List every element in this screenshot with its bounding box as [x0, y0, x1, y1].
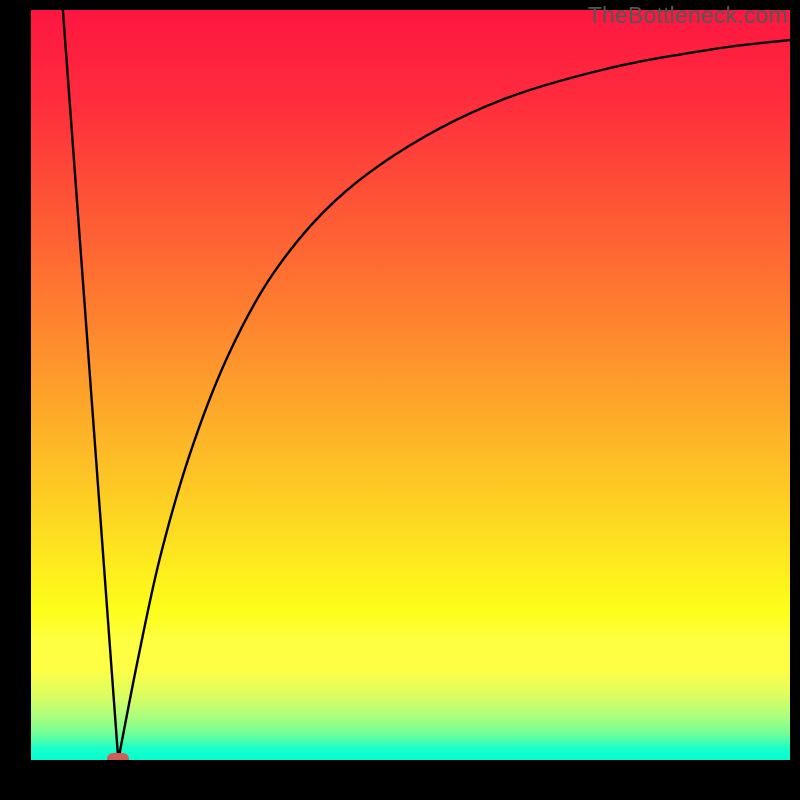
optimum-marker [107, 753, 129, 760]
bottleneck-curve [31, 10, 790, 760]
plot-area [31, 10, 790, 760]
watermark-text: TheBottleneck.com [588, 2, 788, 29]
chart-frame: TheBottleneck.com [0, 0, 800, 800]
curve-left-branch [63, 10, 118, 760]
curve-right-branch [118, 40, 790, 760]
